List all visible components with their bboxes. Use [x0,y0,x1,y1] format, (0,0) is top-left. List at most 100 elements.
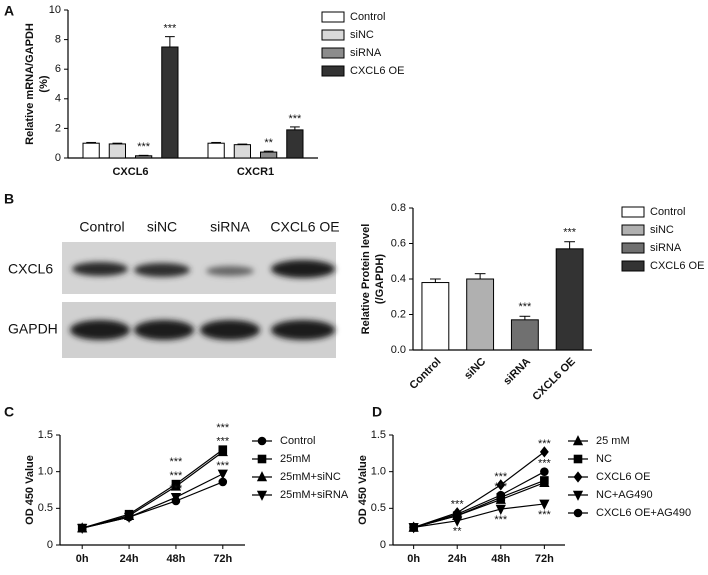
bar [82,142,100,159]
marker [495,504,506,515]
legend-label: CXCL6 OE [596,471,650,483]
bar [555,248,584,351]
x-tick-label: siRNA [501,356,533,388]
marker [256,471,268,482]
marker [257,436,267,446]
y-axis-title: Relative mRNA/GAPDH [24,23,36,145]
y-tick-label: 1.5 [371,429,386,441]
error-bar [430,278,441,283]
error-bar [263,150,274,153]
lane-label: Control [79,219,124,235]
annotation: *** [288,113,302,125]
y-tick-label: 0.6 [391,237,406,249]
marker [409,523,418,532]
error-bar [474,273,486,279]
legend-swatch [621,224,645,236]
bar [421,282,450,351]
x-tick-label: 24h [448,553,467,565]
annotation: ** [453,526,462,538]
legend-label: 25mM+siNC [280,471,341,483]
x-tick-label: siNC [462,356,488,382]
marker [573,471,583,483]
y-tick-label: 0.0 [391,344,406,356]
marker [496,490,506,500]
y-tick-label: 0.5 [371,502,386,514]
legend-label: siRNA [350,47,382,59]
marker [540,476,549,485]
bar [260,151,278,159]
annotation: *** [137,141,151,153]
marker [540,467,549,476]
bar [233,144,251,159]
marker [217,445,228,457]
legend-label: 25 mM [596,435,630,447]
annotation: *** [163,23,177,35]
x-tick-label: CXCL6 [112,166,148,178]
x-tick-label: 0h [76,553,89,565]
bands [70,260,335,340]
legend-label: CXCL6 OE+AG490 [596,507,691,519]
y-tick-label: 0.2 [391,308,406,320]
marker [572,435,584,446]
y-axis-title: OD 450 Value [357,455,369,525]
marker [123,512,135,524]
annotation: *** [518,301,532,313]
legend-label: 25mM+siRNA [280,489,349,501]
annotation: *** [494,514,508,526]
legend-swatch [621,260,645,272]
y-tick-label: 0.8 [391,202,406,214]
x-tick-label: 72h [535,553,554,565]
y-tick-label: 2 [55,122,61,134]
legend-label: siNC [650,224,674,236]
legend-label: Control [350,11,385,23]
annotation: *** [170,456,184,468]
annotation: *** [538,509,552,521]
panel-label: C [4,404,14,420]
annotation: *** [216,422,230,434]
y-axis-title: Relative Protein level [360,224,372,335]
marker [256,490,268,501]
series-line [82,451,224,529]
annotation: ** [264,137,273,149]
x-tick-label: 0h [407,553,420,565]
legend-swatch [321,47,345,59]
annotation: *** [216,436,230,448]
y-axis-title: (/GAPDH) [374,254,386,304]
series-line [413,471,545,528]
y-tick-label: 1.0 [371,466,386,478]
legend-swatch [321,11,345,23]
row-label: GAPDH [8,321,58,337]
legend-label: siRNA [650,242,682,254]
bar [286,129,304,159]
y-tick-label: 0 [380,539,386,551]
panel-label: D [372,404,382,420]
error-bar [519,315,531,320]
annotation: *** [216,460,230,472]
western-blot: B Control siNC siRNA CXCL6 OE CXCL6 GAPD… [4,191,340,358]
marker [257,454,267,464]
bar [108,143,126,159]
error-bar [237,143,248,145]
x-tick-label: CXCR1 [237,166,274,178]
error-bar [290,126,300,130]
error-bar [165,36,175,47]
series-line [82,481,224,529]
marker [539,499,550,510]
lane-label: siRNA [210,219,250,235]
lane-label: siNC [147,219,177,235]
row-label: CXCL6 [8,261,53,277]
y-tick-label: 0 [55,152,61,164]
y-tick-label: 6 [55,63,61,75]
x-tick-label: 48h [166,553,185,565]
error-bar [564,241,575,249]
series-line [82,473,224,529]
annotation: *** [170,470,184,482]
series-line [413,451,545,528]
series-line [82,449,224,529]
panel-label: A [4,3,14,19]
legend-swatch [621,206,645,218]
marker [572,490,584,501]
y-tick-label: 10 [49,4,61,16]
bar [466,278,495,351]
annotation: *** [538,438,552,450]
